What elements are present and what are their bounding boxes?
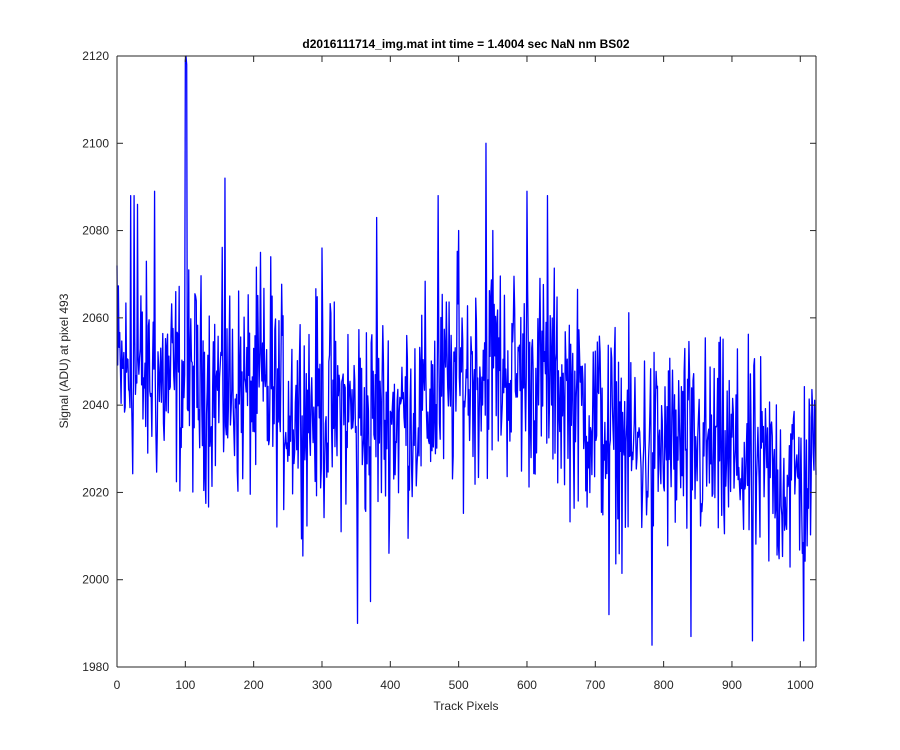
y-tick-label: 2100 bbox=[82, 136, 109, 150]
x-tick-label: 400 bbox=[380, 678, 400, 692]
x-axis-label: Track Pixels bbox=[434, 699, 499, 713]
ticks-layer: 0 100 200 300 400 500 600 700 800 900 1000 1980 2000… bbox=[82, 49, 816, 692]
y-tick-label: 2020 bbox=[82, 485, 109, 499]
y-axis-label: Signal (ADU) at pixel 493 bbox=[57, 293, 71, 428]
y-tick-label: 1980 bbox=[82, 660, 109, 674]
x-tick-label: 100 bbox=[175, 678, 195, 692]
y-tick-label: 2080 bbox=[82, 224, 109, 238]
chart-title: d2016111714_img.mat int time = 1.4004 se… bbox=[302, 37, 630, 51]
x-tick-label: 700 bbox=[585, 678, 605, 692]
x-tick-label: 1000 bbox=[787, 678, 814, 692]
y-tick-label: 2120 bbox=[82, 49, 109, 63]
series-layer bbox=[116, 55, 817, 646]
y-tick-label: 2040 bbox=[82, 398, 109, 412]
x-tick-label: 800 bbox=[654, 678, 674, 692]
axes-layer bbox=[116, 55, 817, 668]
y-tick-label: 2000 bbox=[82, 573, 109, 587]
x-tick-label: 300 bbox=[312, 678, 332, 692]
x-tick-label: 600 bbox=[517, 678, 537, 692]
x-tick-label: 500 bbox=[449, 678, 469, 692]
y-tick-label: 2060 bbox=[82, 311, 109, 325]
x-tick-label: 900 bbox=[722, 678, 742, 692]
series-line-signal bbox=[116, 55, 817, 646]
x-tick-label: 200 bbox=[244, 678, 264, 692]
x-tick-label: 0 bbox=[114, 678, 121, 692]
